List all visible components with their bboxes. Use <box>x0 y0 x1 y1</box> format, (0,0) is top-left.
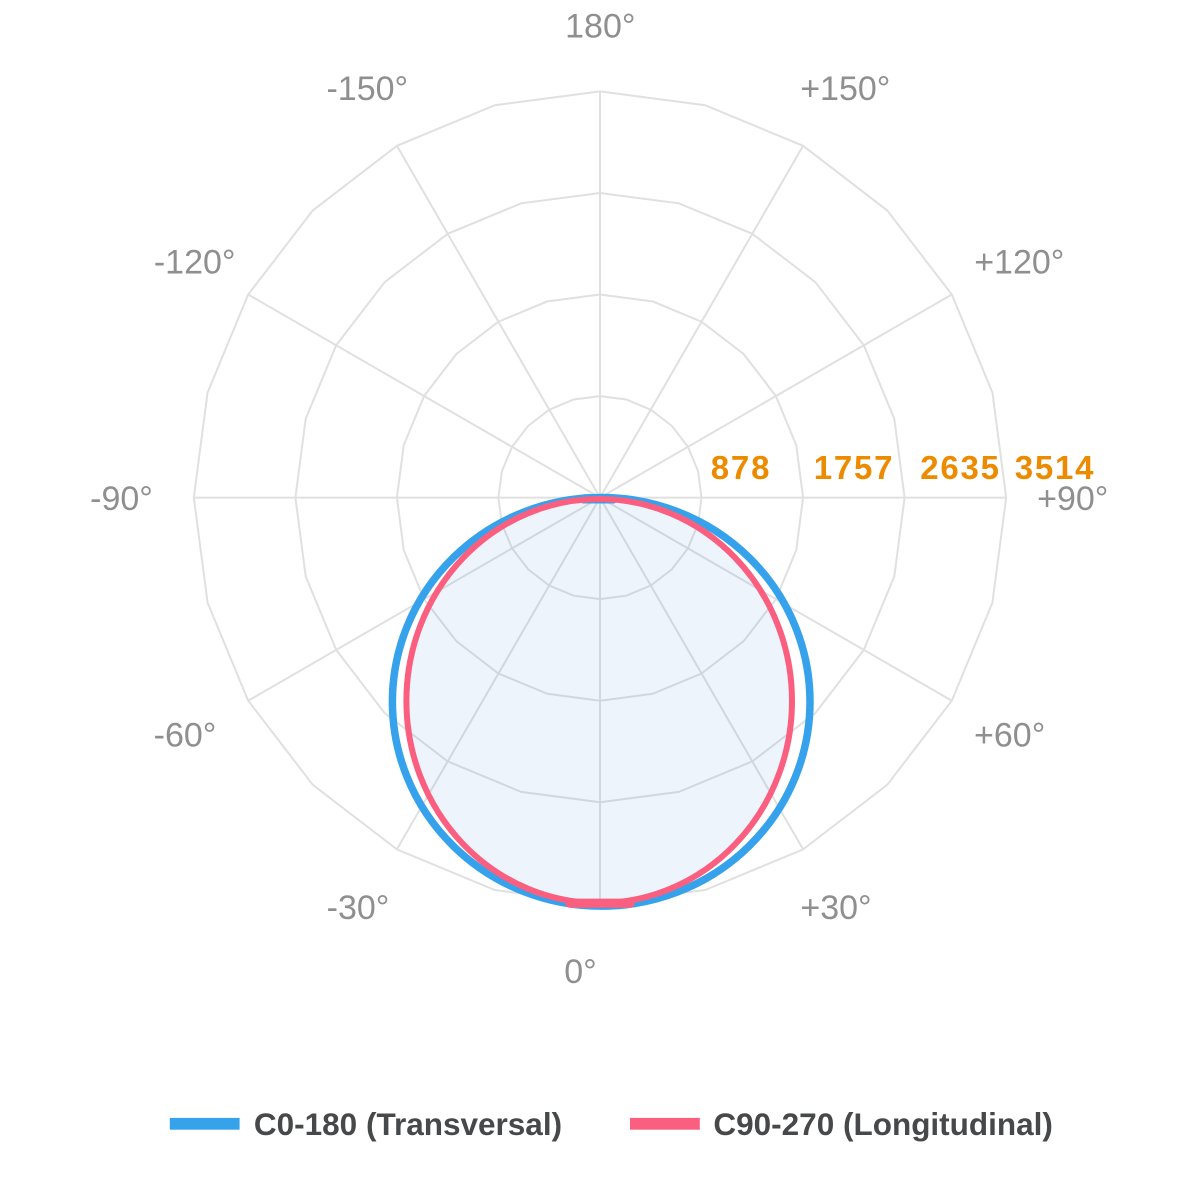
svg-text:-60°: -60° <box>154 717 217 755</box>
svg-text:+90°: +90° <box>1037 480 1108 518</box>
svg-text:878: 878 <box>711 449 771 486</box>
svg-text:2635: 2635 <box>920 449 1001 486</box>
svg-text:-120°: -120° <box>154 243 236 281</box>
svg-text:1757: 1757 <box>814 449 895 486</box>
svg-text:C0-180 (Transversal): C0-180 (Transversal) <box>254 1106 562 1142</box>
svg-text:3514: 3514 <box>1015 449 1096 486</box>
svg-text:-150°: -150° <box>326 70 408 108</box>
svg-text:+150°: +150° <box>800 70 890 108</box>
svg-text:0°: 0° <box>564 953 597 991</box>
svg-text:-30°: -30° <box>327 889 390 927</box>
svg-text:+120°: +120° <box>974 243 1064 281</box>
svg-text:C90-270 (Longitudinal): C90-270 (Longitudinal) <box>713 1106 1053 1142</box>
svg-text:+30°: +30° <box>800 889 871 927</box>
svg-text:-90°: -90° <box>90 480 153 518</box>
svg-text:180°: 180° <box>565 7 635 45</box>
svg-text:+60°: +60° <box>974 717 1045 755</box>
